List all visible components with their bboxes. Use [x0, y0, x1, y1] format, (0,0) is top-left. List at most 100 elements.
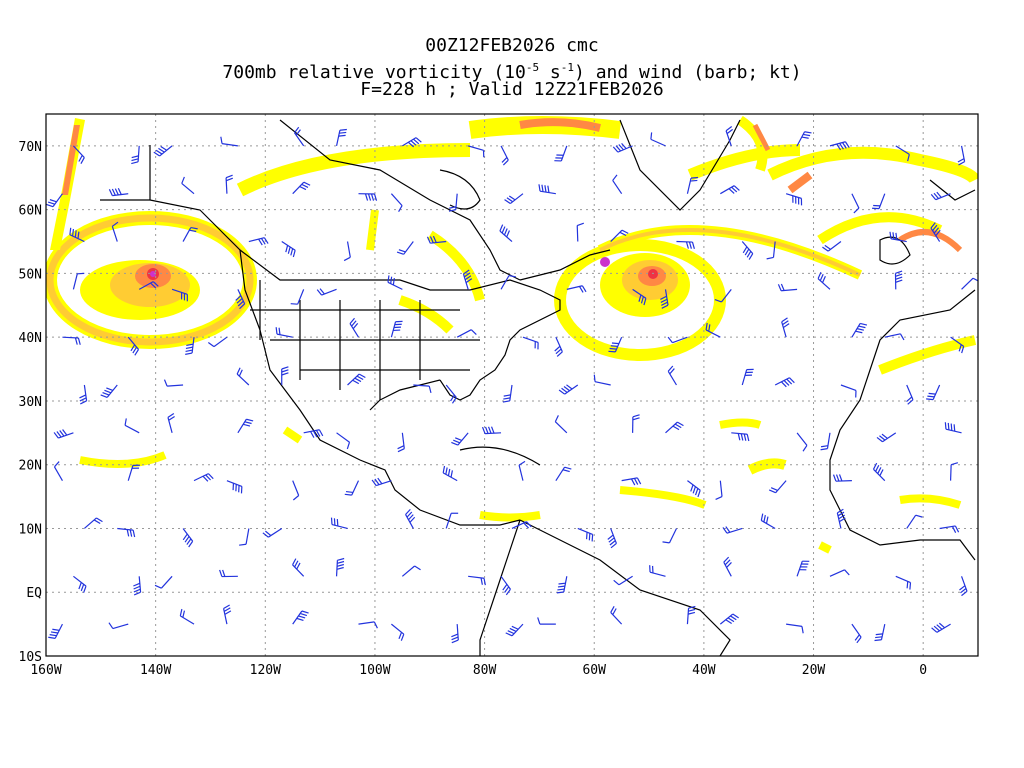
- wind-barb: [612, 174, 623, 195]
- wind-barb: [237, 418, 254, 434]
- wind-barb: [829, 569, 850, 577]
- wind-barb: [349, 317, 360, 338]
- wind-barb: [650, 132, 666, 147]
- wind-barb: [786, 623, 804, 634]
- wind-barb: [127, 464, 140, 481]
- wind-barb: [500, 575, 511, 596]
- wind-barb: [343, 241, 351, 262]
- wind-barb: [167, 413, 175, 433]
- lat-tick-label: 10S: [19, 650, 42, 665]
- wind-barb: [108, 187, 129, 197]
- map-title-run: 00Z12FEB2026 cmc: [425, 35, 599, 56]
- wind-barb: [456, 329, 477, 338]
- wind-barb: [649, 565, 666, 577]
- wind-barb: [781, 317, 790, 338]
- wind-barb: [829, 141, 850, 151]
- wind-barb: [335, 557, 345, 577]
- wind-barb: [719, 613, 739, 625]
- lat-tick-label: EQ: [26, 586, 42, 601]
- wind-barb: [632, 288, 647, 306]
- wind-barb: [884, 333, 905, 341]
- wind-barb: [138, 281, 159, 290]
- wind-barb: [281, 241, 296, 258]
- wind-barb: [621, 477, 642, 486]
- lon-tick-label: 140W: [140, 663, 171, 678]
- wind-barb: [950, 336, 965, 354]
- wind-barb: [822, 241, 842, 252]
- wind-barb: [223, 604, 232, 625]
- wind-barb: [676, 240, 695, 249]
- wind-barb: [930, 191, 951, 201]
- wind-barb: [906, 514, 923, 529]
- wind-barb: [593, 374, 611, 386]
- lat-tick-label: 50N: [19, 267, 42, 282]
- wind-barb: [185, 337, 195, 355]
- wind-barb: [667, 336, 688, 344]
- wind-barb: [294, 126, 305, 147]
- wind-barb: [612, 142, 633, 153]
- lat-tick-label: 10N: [19, 522, 42, 537]
- wind-barb: [396, 241, 414, 255]
- wind-barb: [722, 526, 743, 534]
- wind-barb: [207, 336, 228, 348]
- wind-barb: [181, 176, 195, 195]
- wind-barb: [72, 145, 85, 164]
- wind-barb: [504, 193, 524, 205]
- wind-barb: [872, 193, 886, 210]
- wind-barb: [731, 432, 750, 442]
- wind-barb: [239, 528, 250, 546]
- wind-barb: [225, 174, 233, 194]
- wind-barb: [405, 508, 416, 529]
- wind-barb: [219, 569, 238, 578]
- wind-barb: [111, 221, 119, 242]
- wind-barb: [73, 575, 87, 593]
- latitude-labels: 70N 60N 50N 40N 30N 20N 10N EQ 10S: [19, 140, 43, 665]
- wind-barb: [741, 241, 754, 260]
- lat-tick-label: 40N: [19, 331, 42, 346]
- wind-barb: [262, 527, 283, 538]
- wind-barb: [391, 623, 405, 641]
- wind-barb: [124, 418, 140, 434]
- wind-barb: [442, 465, 458, 482]
- wind-barb: [817, 272, 831, 290]
- wind-barb: [796, 432, 808, 452]
- wind-barb: [358, 621, 378, 629]
- wind-barb: [275, 327, 293, 338]
- longitude-labels: 160W 140W 120W 100W 80W 60W 40W 20W 0: [30, 663, 927, 678]
- wind-barb: [766, 241, 776, 260]
- wind-barb: [83, 517, 103, 529]
- wind-barb: [944, 422, 962, 434]
- lon-tick-label: 160W: [30, 663, 61, 678]
- wind-barb: [499, 224, 513, 242]
- wind-barb: [558, 384, 579, 395]
- wind-barb: [48, 623, 63, 639]
- wind-barb: [554, 145, 568, 162]
- wind-barb: [607, 528, 617, 549]
- wind-barb: [154, 575, 173, 589]
- wind-barb: [906, 384, 914, 405]
- wind-barb: [715, 480, 723, 500]
- wind-barb: [714, 288, 732, 303]
- lat-tick-label: 30N: [19, 395, 42, 410]
- wind-barb: [226, 480, 243, 494]
- lon-tick-label: 20W: [802, 663, 826, 678]
- lat-tick-label: 70N: [19, 140, 42, 155]
- wind-barb: [445, 512, 459, 529]
- wind-barb: [413, 384, 432, 394]
- wind-barb: [687, 480, 701, 498]
- wind-barb: [235, 289, 246, 310]
- wind-barb: [662, 528, 678, 544]
- wind-barb: [153, 145, 173, 157]
- wind-barb: [397, 432, 405, 453]
- wind-barb: [163, 379, 184, 387]
- wind-barb: [69, 227, 85, 243]
- wind-barb: [347, 373, 366, 386]
- wind-barb: [741, 368, 754, 386]
- wind-barb: [46, 193, 63, 208]
- wind-barb: [851, 193, 860, 214]
- wind-barb: [851, 322, 868, 338]
- wind-barb: [959, 576, 968, 597]
- wind-barb: [358, 193, 378, 201]
- wind-barb: [930, 222, 941, 242]
